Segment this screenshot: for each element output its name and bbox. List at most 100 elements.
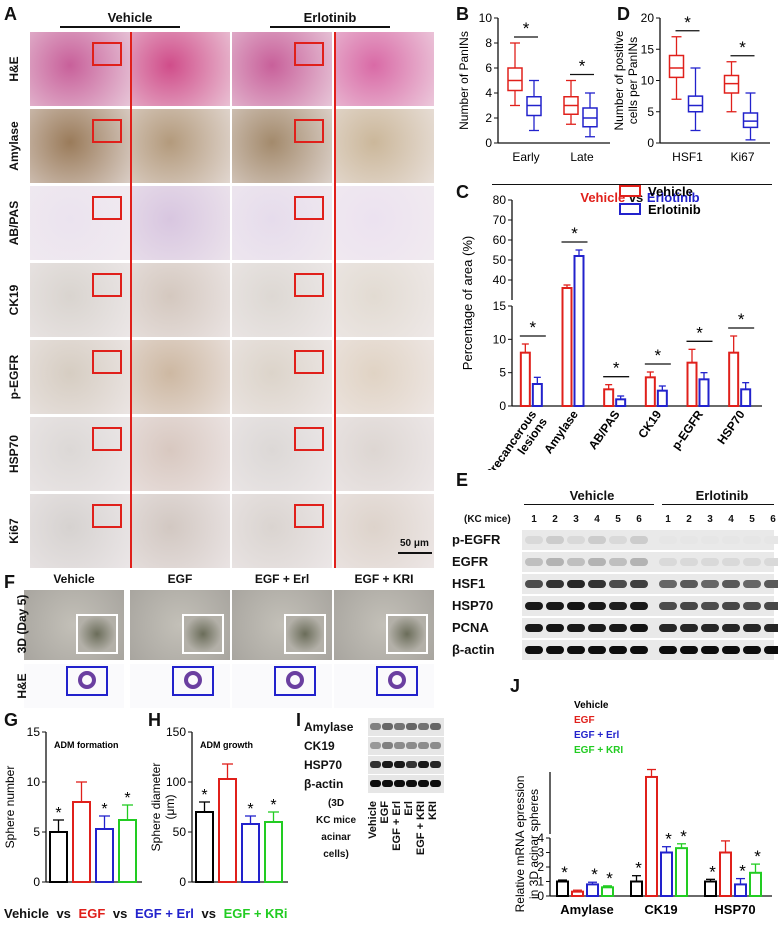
blot-band [659, 536, 677, 544]
blot-band [701, 624, 719, 632]
y-tick-label: 20 [641, 11, 655, 25]
bar [704, 880, 717, 897]
x-tick-label: Amylase [541, 407, 581, 456]
blot-band [630, 602, 648, 610]
row-label: Amylase [7, 121, 21, 171]
sig-star: * [739, 862, 746, 881]
blot-band [722, 558, 740, 566]
blot-lanes-label: (KC mice) [464, 514, 511, 525]
blot-band [609, 558, 627, 566]
legend-label: EGF [574, 715, 595, 726]
blot-row-label: Amylase [304, 720, 354, 734]
blot-lane-label: Vehicle [367, 801, 379, 839]
micrograph [130, 263, 230, 337]
inset-box [386, 614, 428, 654]
blot-band [722, 602, 740, 610]
blot-band [430, 742, 441, 749]
row-label: CK19 [7, 284, 21, 316]
blot-band [418, 723, 429, 730]
panel-label-a: A [4, 4, 17, 24]
bottom-legend-vs: vs [112, 906, 128, 921]
sig-star: * [655, 346, 662, 365]
bar [686, 361, 698, 408]
blot-row-label: β-actin [304, 777, 344, 791]
blot-band [546, 580, 564, 588]
sig-star: * [523, 19, 530, 38]
blot-band [394, 742, 405, 749]
y-tick-label: 4 [485, 86, 492, 100]
inset-box [284, 614, 326, 654]
bar [95, 828, 114, 883]
blot-lane-number: 4 [594, 514, 600, 525]
blot-band [609, 602, 627, 610]
micrograph [130, 109, 230, 183]
bar [561, 287, 573, 407]
micrograph [232, 186, 332, 260]
row-label: p-EGFR [7, 354, 21, 400]
blot-lane-number: 4 [728, 514, 734, 525]
inset-box [294, 350, 324, 374]
bar [603, 388, 615, 407]
blot-band [680, 646, 698, 654]
blot-band [701, 602, 719, 610]
blot-lane-label: Erl [403, 801, 415, 816]
micrograph [232, 417, 332, 491]
micrograph [130, 186, 230, 260]
y-tick-label: 80 [493, 193, 507, 207]
bar [734, 883, 747, 897]
blot-band [370, 780, 381, 787]
bar [586, 883, 599, 897]
row-label: AB/PAS [7, 200, 21, 246]
col-header-erlotinib: Erlotinib [303, 10, 357, 25]
bar [72, 801, 91, 883]
inset-box [66, 666, 108, 696]
y-axis-label: in 3D acinar spheres [527, 789, 541, 899]
row-label: H&E [7, 56, 21, 82]
panel-label-h: H [148, 710, 161, 730]
y-tick-label: 100 [166, 775, 186, 789]
sig-star: * [739, 38, 746, 57]
blot-band [764, 580, 778, 588]
panel-label-j: J [510, 676, 521, 696]
legend-swatch [619, 203, 641, 215]
y-tick-label: 5 [33, 825, 40, 839]
sig-star: * [684, 13, 691, 32]
micrograph [130, 417, 230, 491]
y-tick-label: 0 [537, 889, 544, 903]
inset-box [92, 196, 122, 220]
bar [49, 831, 68, 883]
y-tick-label: 15 [493, 299, 507, 313]
blot-band [659, 646, 677, 654]
inset-box [294, 42, 324, 66]
blot-band [722, 580, 740, 588]
blot-strip [522, 574, 774, 594]
panel-g-chart: 0 5 10 15 ADM formation Sphere number * * * [3, 725, 142, 889]
blot-band [370, 761, 381, 768]
blot-band [418, 742, 429, 749]
bottom-legend-vs: vs [56, 906, 71, 921]
blot-band [630, 558, 648, 566]
sig-star: * [247, 801, 253, 818]
y-tick-label: 50 [493, 253, 507, 267]
micrograph [232, 263, 332, 337]
y-tick-label: 150 [166, 725, 186, 739]
blot-strip [522, 640, 774, 660]
blot-band [406, 742, 417, 749]
x-tick-label-line: CK19 [635, 407, 664, 440]
x-tick-label: Precancerouslesions [482, 407, 550, 470]
bar [601, 886, 614, 898]
blot-row-label: CK19 [304, 739, 335, 753]
x-tick-label: Late [570, 150, 594, 164]
blot-sample-note: KC mice [315, 815, 356, 826]
bar [719, 851, 732, 897]
blot-lane-label: EGF [379, 801, 391, 824]
y-axis-label: Percentage of area (%) [460, 236, 475, 370]
bar [660, 851, 673, 897]
blot-band [764, 602, 778, 610]
y-tick-label: 1 [537, 875, 544, 889]
blot-row-label: β-actin [452, 642, 495, 657]
micrograph [334, 340, 434, 414]
blot-sample-note: acinar [321, 832, 351, 843]
blot-band [430, 723, 441, 730]
